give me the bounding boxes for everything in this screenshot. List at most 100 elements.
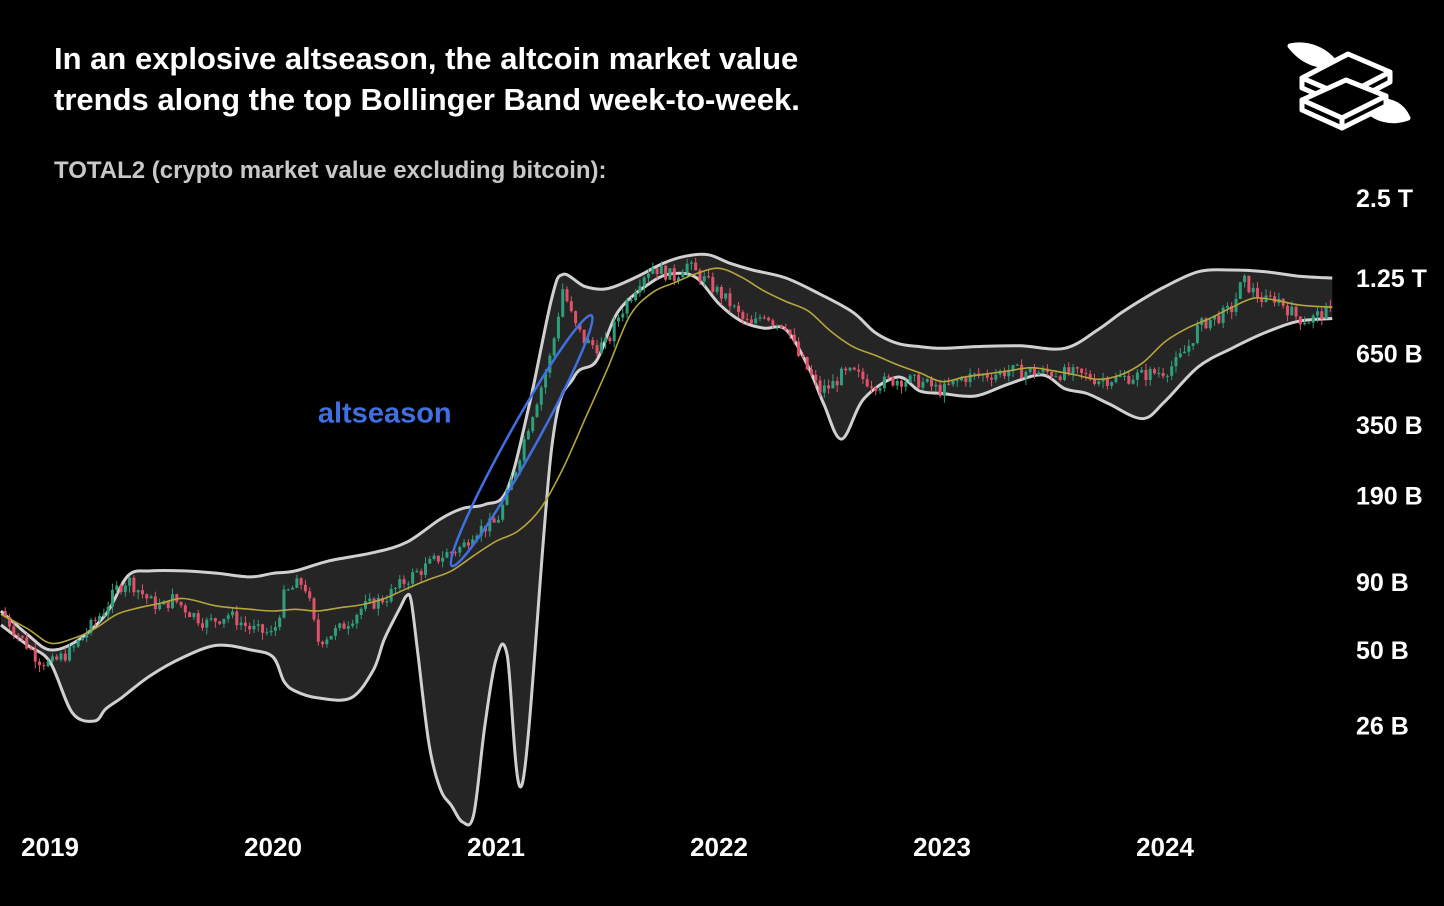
candle-up xyxy=(115,585,119,590)
candle-down xyxy=(930,379,934,387)
candle-down xyxy=(1320,311,1324,319)
candle-down xyxy=(381,597,385,603)
candle-up xyxy=(955,380,959,382)
candle-up xyxy=(518,460,522,472)
y-tick-label: 2.5 T xyxy=(1356,185,1413,213)
candle-up xyxy=(72,646,76,648)
candle-down xyxy=(1328,305,1332,307)
y-tick-label: 350 B xyxy=(1356,412,1423,440)
candle-down xyxy=(213,618,217,622)
candle-down xyxy=(1002,370,1006,377)
candle-up xyxy=(68,646,72,661)
candle-up xyxy=(668,268,672,280)
candle-down xyxy=(29,648,33,650)
candle-down xyxy=(1285,305,1289,316)
candle-down xyxy=(466,542,470,546)
candle-up xyxy=(522,439,526,461)
candle-up xyxy=(1101,378,1105,382)
candle-up xyxy=(1307,322,1311,324)
candle-up xyxy=(651,268,655,274)
candle-up xyxy=(724,293,728,299)
candle-up xyxy=(732,305,736,307)
candle-down xyxy=(1255,287,1259,298)
candle-down xyxy=(887,376,891,378)
candle-up xyxy=(89,619,93,633)
candle-up xyxy=(848,367,852,371)
candle-down xyxy=(1268,295,1272,297)
candle-up xyxy=(642,277,646,287)
candle-down xyxy=(12,626,16,635)
candle-down xyxy=(574,311,578,324)
candle-down xyxy=(1084,372,1088,374)
candle-up xyxy=(616,317,620,322)
candle-up xyxy=(85,632,89,638)
candle-up xyxy=(621,313,625,318)
candle-up xyxy=(226,615,230,619)
candle-up xyxy=(501,504,505,520)
candle-down xyxy=(801,355,805,358)
candle-down xyxy=(1067,367,1071,374)
candle-up xyxy=(136,590,140,593)
candle-up xyxy=(934,384,938,387)
candle-up xyxy=(994,374,998,380)
candle-down xyxy=(218,621,222,624)
candle-up xyxy=(432,555,436,559)
candle-up xyxy=(1315,311,1319,316)
candle-down xyxy=(719,287,723,299)
candle-up xyxy=(1024,371,1028,379)
candle-up xyxy=(634,292,638,301)
candle-down xyxy=(1050,371,1054,377)
candle-up xyxy=(960,377,964,381)
candle-down xyxy=(316,619,320,642)
candle-up xyxy=(754,318,758,324)
candle-down xyxy=(1153,369,1157,374)
candle-up xyxy=(1195,325,1199,344)
candle-down xyxy=(805,357,809,370)
candle-down xyxy=(55,656,59,660)
candle-up xyxy=(128,577,132,586)
candle-down xyxy=(591,340,595,346)
candle-down xyxy=(1217,315,1221,324)
candle-up xyxy=(106,606,110,614)
candle-down xyxy=(183,605,187,613)
y-tick-label: 50 B xyxy=(1356,637,1409,665)
candle-down xyxy=(248,625,252,630)
candle-down xyxy=(419,571,423,575)
x-tick-label: 2023 xyxy=(913,832,971,862)
y-tick-label: 1.25 T xyxy=(1356,265,1427,293)
candle-down xyxy=(1080,368,1084,373)
candle-down xyxy=(844,368,848,371)
candle-down xyxy=(771,320,775,326)
candle-down xyxy=(869,386,873,388)
candle-up xyxy=(1290,306,1294,316)
candle-up xyxy=(1303,322,1307,325)
candle-up xyxy=(1135,372,1139,380)
candle-up xyxy=(1118,376,1122,378)
candle-up xyxy=(415,571,419,573)
candle-up xyxy=(333,627,337,636)
candle-up xyxy=(505,489,509,505)
bollinger-band-fill xyxy=(0,254,1333,825)
candle-down xyxy=(797,341,801,356)
x-tick-label: 2020 xyxy=(244,832,302,862)
candle-up xyxy=(1007,371,1011,377)
candle-up xyxy=(625,300,629,314)
candle-up xyxy=(346,626,350,629)
candle-up xyxy=(599,342,603,354)
candle-up xyxy=(325,639,329,645)
candle-down xyxy=(672,268,676,281)
candle-up xyxy=(561,289,565,317)
candle-up xyxy=(462,542,466,548)
candle-down xyxy=(93,619,97,621)
candle-down xyxy=(1127,375,1131,384)
candle-down xyxy=(1260,297,1264,303)
candle-up xyxy=(514,471,518,480)
candle-down xyxy=(3,610,7,618)
candle-up xyxy=(681,272,685,278)
candle-up xyxy=(526,431,530,440)
candle-down xyxy=(595,345,599,354)
candle-down xyxy=(861,371,865,380)
candle-down xyxy=(707,276,711,278)
candle-down xyxy=(145,594,149,599)
candle-down xyxy=(25,637,29,649)
